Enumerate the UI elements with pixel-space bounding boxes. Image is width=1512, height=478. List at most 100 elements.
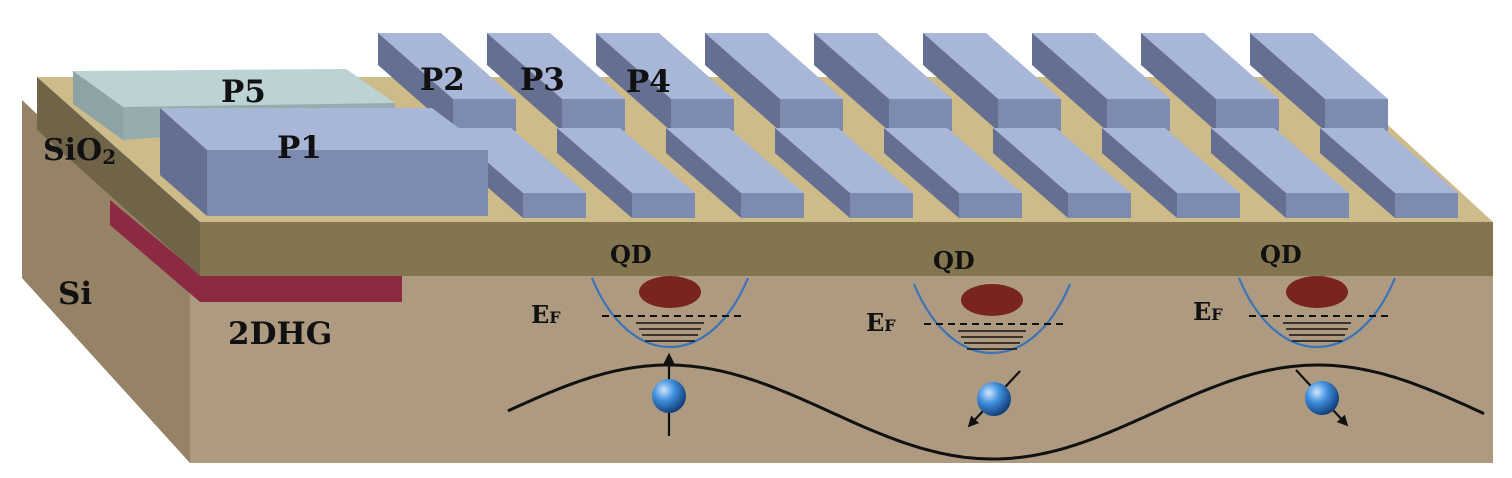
front-gate-row [448, 128, 1458, 218]
back-gate-4-top [705, 33, 843, 99]
dot-charge [639, 276, 701, 308]
label-qd-3: QD [1260, 240, 1302, 269]
front-gate-9-front [1395, 193, 1458, 218]
silicon-side-face [22, 100, 190, 463]
front-gate-3-side [666, 128, 741, 218]
front-gate-6-side [993, 128, 1068, 218]
back-gate-2-front [562, 99, 625, 131]
front-gate-9-side [1320, 128, 1395, 218]
label-p1: P1 [277, 130, 322, 166]
back-gate-5-front [889, 99, 952, 131]
back-gate-6-front [998, 99, 1061, 131]
label-si: Si [58, 276, 92, 312]
front-gate-7-side [1102, 128, 1177, 218]
back-gate-3-top [596, 33, 734, 99]
back-gate-5 [814, 33, 952, 131]
back-gate-5-top [814, 33, 952, 99]
potential-well [912, 283, 1072, 354]
front-gate-3-top [666, 128, 804, 193]
front-gate-6-top [993, 128, 1131, 193]
front-gate-8-front [1286, 193, 1349, 218]
label-ef-1: EF [531, 300, 561, 329]
front-gate-5-side [884, 128, 959, 218]
front-gate-1-top [448, 128, 586, 193]
front-gate-5-front [959, 193, 1022, 218]
front-gate-9 [1320, 128, 1458, 218]
back-gate-4-front [780, 99, 843, 131]
spin-sphere [977, 382, 1011, 416]
quantum-dot-array [590, 276, 1397, 354]
back-gate-1-front [453, 99, 516, 131]
back-gate-8-side [1141, 33, 1216, 131]
back-gate-5-side [814, 33, 889, 131]
back-gate-6-top [923, 33, 1061, 99]
front-gate-4-side [775, 128, 850, 218]
back-gate-7-side [1032, 33, 1107, 131]
front-gate-5-top [884, 128, 1022, 193]
oxide-side-face [37, 77, 200, 276]
p1-front [207, 150, 488, 216]
back-gate-row [378, 33, 1388, 131]
spin-sphere [1305, 381, 1339, 415]
front-gate-7-front [1177, 193, 1240, 218]
front-gate-2-top [557, 128, 695, 193]
spin-3 [1295, 369, 1349, 427]
label-p5: P5 [221, 74, 266, 110]
label-ef-2: EF [866, 308, 896, 337]
back-gate-4 [705, 33, 843, 131]
back-gate-1-side [378, 33, 453, 131]
dot-charge [961, 284, 1023, 316]
front-gate-6-front [1068, 193, 1131, 218]
front-gate-8 [1211, 128, 1349, 218]
2dhg-layer [110, 200, 200, 302]
back-gate-3-front [671, 99, 734, 131]
label-p3: P3 [520, 62, 565, 98]
back-gate-2-top [487, 33, 625, 99]
label-p2: P2 [420, 62, 465, 98]
front-gate-2-front [632, 193, 695, 218]
label-qd-1: QD [610, 240, 652, 269]
spin-2 [967, 370, 1021, 428]
spin-1 [652, 352, 686, 436]
label-qd-2: QD [933, 246, 975, 275]
back-gate-9 [1250, 33, 1388, 131]
front-gate-8-top [1211, 128, 1349, 193]
p5-side [73, 71, 123, 140]
back-gate-1-top [378, 33, 516, 99]
back-gate-6 [923, 33, 1061, 131]
p1-side [160, 108, 207, 216]
front-gate-7-top [1102, 128, 1240, 193]
2dhg-front [200, 275, 402, 302]
p5-top [73, 69, 395, 107]
quantum-dot-1 [590, 276, 750, 348]
front-gate-8-side [1211, 128, 1286, 218]
front-gate-2 [557, 128, 695, 218]
p1-top [160, 108, 488, 150]
back-gate-3-side [596, 33, 671, 131]
oxide-front-face [200, 222, 1493, 276]
spin-wave-curve [507, 363, 1485, 461]
back-gate-7 [1032, 33, 1170, 131]
back-gate-6-side [923, 33, 998, 131]
front-gate-4 [775, 128, 913, 218]
back-gate-7-top [1032, 33, 1170, 99]
p1-gate [160, 108, 488, 216]
back-gate-9-side [1250, 33, 1325, 131]
silicon-front-face [190, 258, 1493, 463]
silicon-substrate [22, 100, 1493, 463]
back-gate-2-side [487, 33, 562, 131]
front-gate-3-front [741, 193, 804, 218]
label-2dhg: 2DHG [228, 316, 332, 352]
front-gate-1-front [523, 193, 586, 218]
spin-sphere [652, 379, 686, 413]
potential-well [1237, 277, 1397, 348]
dot-charge [1286, 276, 1348, 308]
back-gate-7-front [1107, 99, 1170, 131]
back-gate-3 [596, 33, 734, 131]
label-p4: P4 [626, 64, 671, 100]
potential-well [590, 277, 750, 348]
quantum-dot-2 [912, 283, 1072, 354]
label-sio2: SiO2 [43, 133, 116, 169]
back-gate-9-top [1250, 33, 1388, 99]
